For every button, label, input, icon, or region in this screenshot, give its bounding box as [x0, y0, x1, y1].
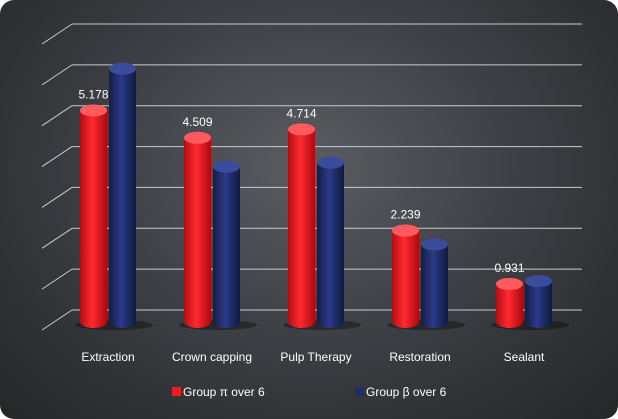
- gridline-side: [41, 64, 73, 86]
- legend-swatch: [355, 387, 364, 396]
- bar-group-beta: [421, 238, 448, 328]
- x-tick-label: Pulp Therapy: [280, 350, 351, 364]
- legend: Group π over 6 Group β over 6: [172, 385, 447, 399]
- gridline-side: [41, 268, 73, 290]
- gridline-side: [41, 23, 73, 45]
- data-label: 2.239: [390, 208, 420, 222]
- gridline-side: [41, 105, 73, 127]
- gridline-side: [41, 227, 73, 249]
- legend-label: Group π over 6: [183, 385, 265, 399]
- bar-group-beta: [109, 62, 136, 328]
- gridline-side: [41, 309, 73, 331]
- gridline-side: [41, 146, 73, 167]
- bar-group-beta: [317, 156, 344, 328]
- x-tick-label: Crown capping: [172, 350, 252, 364]
- legend-label: Group β over 6: [366, 385, 447, 399]
- data-label: 5.178: [78, 87, 108, 101]
- x-tick-label: Sealant: [504, 350, 545, 364]
- labels: Extraction 5.178 Crown capping 4.509 Pulp Th…: [78, 87, 545, 364]
- data-label: 4.509: [182, 115, 212, 129]
- bar-group-pi: [288, 123, 315, 328]
- bar-group-pi: [496, 277, 523, 328]
- x-tick-label: Extraction: [81, 350, 134, 364]
- bar-group-pi: [184, 131, 211, 328]
- bar-group-beta: [525, 275, 552, 328]
- bar-group-pi: [80, 104, 107, 328]
- x-tick-label: Restoration: [389, 350, 450, 364]
- data-label: 4.714: [286, 106, 316, 120]
- bar-group-beta: [213, 160, 241, 328]
- bar-group-pi: [392, 224, 419, 328]
- bars: [75, 62, 569, 330]
- gridline-side: [41, 187, 73, 208]
- data-label: 0.931: [494, 261, 524, 275]
- legend-swatch: [172, 387, 181, 396]
